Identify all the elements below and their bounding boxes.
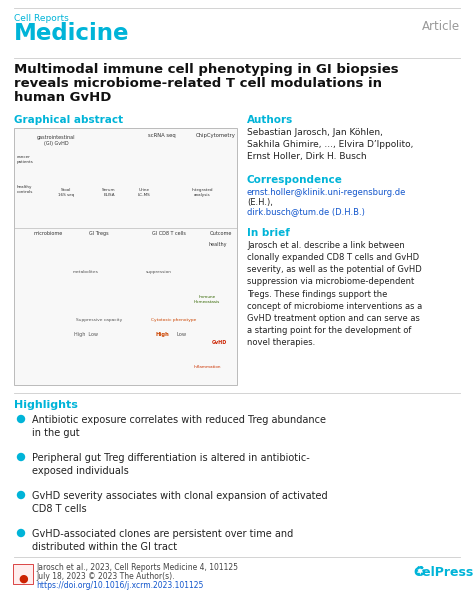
Text: Sebastian Jarosch, Jan Köhlen,
Sakhila Ghimire, ..., Elvira D’Ippolito,
Ernst Ho: Sebastian Jarosch, Jan Köhlen, Sakhila G… — [247, 128, 413, 161]
Text: healthy
controls: healthy controls — [17, 185, 33, 193]
Text: human GvHD: human GvHD — [14, 91, 111, 104]
Circle shape — [18, 492, 25, 498]
Text: Graphical abstract: Graphical abstract — [14, 115, 123, 125]
Text: (E.H.),: (E.H.), — [247, 198, 273, 207]
Text: Suppressive capacity: Suppressive capacity — [76, 318, 122, 322]
Text: July 18, 2023 © 2023 The Author(s).: July 18, 2023 © 2023 The Author(s). — [36, 572, 174, 581]
Circle shape — [18, 530, 25, 537]
Text: GvHD: GvHD — [212, 340, 227, 345]
Text: Urine
LC-MS: Urine LC-MS — [137, 188, 150, 197]
Text: GI Tregs: GI Tregs — [89, 231, 109, 236]
Text: dirk.busch@tum.de (D.H.B.): dirk.busch@tum.de (D.H.B.) — [247, 207, 365, 216]
Text: ChipCytometry: ChipCytometry — [196, 133, 236, 138]
Text: Medicine: Medicine — [14, 22, 129, 45]
Text: Stool
16S seq: Stool 16S seq — [58, 188, 74, 197]
Text: reveals microbiome-related T cell modulations in: reveals microbiome-related T cell modula… — [14, 77, 382, 90]
Text: CelPress: CelPress — [414, 565, 474, 578]
Bar — [14, 128, 237, 385]
FancyBboxPatch shape — [13, 564, 33, 584]
Text: Jarosch et al. describe a link between
clonally expanded CD8 T cells and GvHD
se: Jarosch et al. describe a link between c… — [247, 241, 422, 347]
Text: Antibiotic exposure correlates with reduced Treg abundance
in the gut: Antibiotic exposure correlates with redu… — [32, 415, 326, 438]
Text: GI CD8 T cells: GI CD8 T cells — [152, 231, 186, 236]
Text: GvHD severity associates with clonal expansion of activated
CD8 T cells: GvHD severity associates with clonal exp… — [32, 491, 328, 514]
Text: ●: ● — [18, 574, 28, 584]
Text: High  Low: High Low — [74, 332, 98, 337]
Text: Multimodal immune cell phenotyping in GI biopsies: Multimodal immune cell phenotyping in GI… — [14, 63, 399, 76]
Text: Jarosch et al., 2023, Cell Reports Medicine 4, 101125: Jarosch et al., 2023, Cell Reports Medic… — [36, 563, 238, 572]
Text: Article: Article — [422, 20, 460, 33]
Text: High: High — [155, 332, 169, 337]
Text: ernst.holler@klinik.uni-regensburg.de: ernst.holler@klinik.uni-regensburg.de — [247, 188, 406, 197]
Text: GvHD-associated clones are persistent over time and
distributed within the GI tr: GvHD-associated clones are persistent ov… — [32, 529, 293, 552]
Text: cancer
patients: cancer patients — [17, 155, 34, 164]
Text: Immune
Homeostasis: Immune Homeostasis — [194, 295, 220, 304]
Text: Peripheral gut Treg differentiation is altered in antibiotic-
exposed individual: Peripheral gut Treg differentiation is a… — [32, 453, 310, 476]
Text: Low: Low — [177, 332, 187, 337]
Text: gastrointestinal
(GI) GvHD: gastrointestinal (GI) GvHD — [37, 135, 75, 146]
Text: https://doi.org/10.1016/j.xcrm.2023.101125: https://doi.org/10.1016/j.xcrm.2023.1011… — [36, 581, 203, 590]
Circle shape — [18, 416, 25, 423]
Text: Inflammation: Inflammation — [193, 365, 221, 369]
Text: microbiome: microbiome — [34, 231, 63, 236]
Text: Cell Reports: Cell Reports — [14, 14, 69, 23]
Text: Integrated
analysis: Integrated analysis — [191, 188, 213, 197]
Text: ♻: ♻ — [414, 565, 426, 579]
Text: Correspondence: Correspondence — [247, 175, 343, 185]
Text: Outcome: Outcome — [210, 231, 232, 236]
Text: metabolites: metabolites — [73, 270, 99, 274]
Text: Highlights: Highlights — [14, 400, 78, 410]
Text: In brief: In brief — [247, 228, 290, 238]
Text: healthy: healthy — [209, 242, 228, 247]
Text: suppression: suppression — [146, 270, 172, 274]
Text: Serum
ELISA: Serum ELISA — [102, 188, 116, 197]
Circle shape — [18, 453, 25, 461]
Text: Authors: Authors — [247, 115, 293, 125]
Text: Cytotoxic phenotype: Cytotoxic phenotype — [151, 318, 197, 322]
Text: scRNA seq: scRNA seq — [148, 133, 176, 138]
